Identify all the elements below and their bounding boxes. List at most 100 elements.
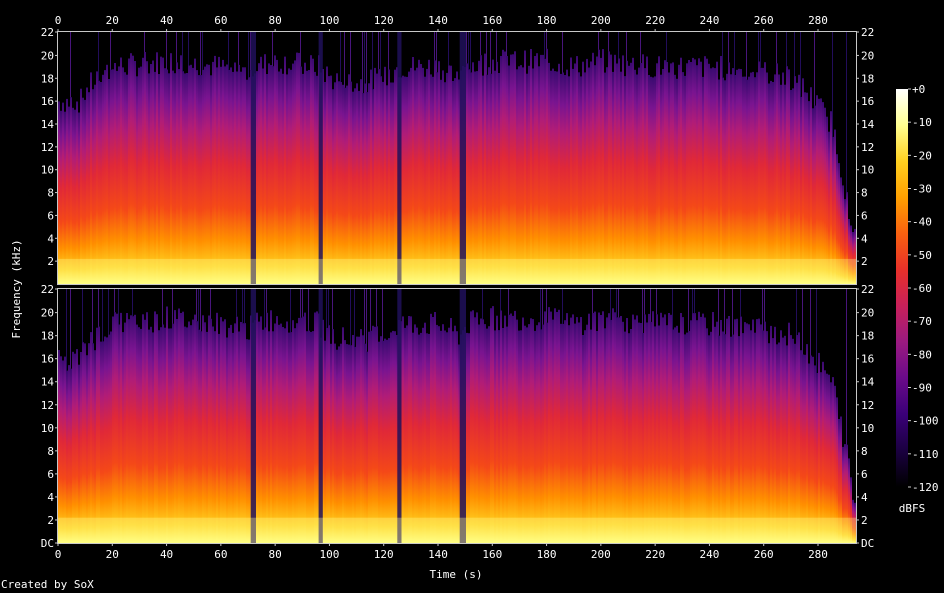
spectrum-column	[142, 57, 144, 284]
spectrum-column	[62, 360, 64, 543]
spectrum-column	[280, 323, 282, 543]
spectrum-column	[350, 81, 352, 284]
colorbar-gradient	[896, 89, 908, 487]
transient-streak	[302, 289, 303, 317]
x-tick-label: 0	[55, 14, 62, 27]
spectrum-column	[752, 319, 754, 543]
spectrum-column	[732, 68, 734, 284]
spectrum-column	[578, 322, 580, 543]
transient-streak	[200, 32, 201, 76]
spectrum-column	[760, 324, 762, 543]
spectrum-column	[614, 54, 616, 284]
spectrum-column	[558, 63, 560, 284]
spectrum-column	[172, 323, 174, 543]
transient-streak	[610, 289, 611, 320]
y-tick-label: 2	[47, 255, 54, 268]
spectrum-column	[710, 331, 712, 543]
transient-streak	[366, 32, 367, 93]
transient-streak	[370, 289, 371, 331]
spectrum-column	[522, 317, 524, 543]
spectrum-column	[586, 324, 588, 543]
spectrum-column	[798, 74, 800, 284]
spectrum-column	[192, 67, 194, 285]
spectrum-column	[392, 82, 394, 284]
spectrum-column	[580, 317, 582, 543]
spectrum-column	[84, 99, 86, 285]
spectrum-column	[70, 97, 72, 284]
spectrum-column	[788, 322, 790, 543]
spectrum-column	[688, 331, 690, 543]
spectrum-column	[148, 329, 150, 543]
transient-streak	[326, 289, 327, 328]
spectrum-column	[80, 352, 82, 543]
spectrum-column	[602, 311, 604, 543]
spectrum-column	[80, 88, 82, 284]
spectrum-column	[210, 75, 212, 284]
spectrum-column	[390, 82, 392, 284]
colorbar-tick-label: -90	[912, 382, 932, 395]
spectrum-column	[828, 131, 830, 284]
spectrum-column	[584, 72, 586, 285]
x-tick-label: 280	[808, 548, 828, 561]
quiet-gap	[397, 289, 402, 543]
spectrum-column	[596, 56, 598, 284]
spectrum-column	[648, 75, 650, 284]
transient-streak	[188, 32, 189, 66]
spectrum-column	[286, 321, 288, 543]
spectrum-column	[664, 314, 666, 543]
spectrum-column	[778, 74, 780, 284]
spectrum-column	[734, 319, 736, 543]
spectrum-column	[190, 325, 192, 543]
spectrum-column	[322, 69, 324, 284]
spectrum-column	[692, 57, 694, 285]
spectrum-column	[108, 79, 110, 284]
y-tick-label: 22	[861, 283, 874, 296]
transient-streak	[764, 289, 765, 322]
spectrum-column	[720, 56, 722, 284]
spectrum-column	[76, 349, 78, 543]
spectrum-column	[360, 329, 362, 543]
spectrum-column	[556, 312, 558, 543]
spectrum-column	[458, 344, 460, 543]
spectrum-column	[364, 343, 366, 543]
spectrum-column	[834, 129, 836, 284]
spectrum-column	[474, 71, 476, 284]
spectrum-column	[614, 312, 616, 543]
spectrum-column	[380, 76, 382, 284]
spectrum-column	[650, 76, 652, 284]
spectrum-column	[212, 61, 214, 285]
spectrum-column	[852, 499, 854, 543]
spectrum-column	[134, 314, 136, 543]
spectrum-column	[800, 96, 802, 285]
transient-streak	[486, 32, 487, 75]
spectrum-column	[692, 313, 694, 543]
x-tick-label: 60	[214, 548, 227, 561]
spectrum-column	[768, 343, 770, 543]
spectrum-column	[532, 319, 534, 543]
spectrum-column	[560, 323, 562, 543]
transient-streak	[332, 289, 333, 330]
spectrum-column	[740, 69, 742, 284]
spectrum-column	[622, 55, 624, 285]
x-tick-label: 80	[269, 14, 282, 27]
spectrum-column	[218, 333, 220, 543]
spectrum-column	[640, 63, 642, 284]
transient-streak	[786, 32, 787, 67]
spectrum-column	[626, 318, 628, 543]
spectrum-column	[172, 70, 174, 284]
spectrum-column	[704, 317, 706, 543]
spectrum-column	[132, 55, 134, 285]
transient-streak	[66, 289, 67, 371]
spectrum-column	[324, 82, 326, 284]
spectrum-column	[802, 78, 804, 284]
colorbar-tick-label: -120	[912, 481, 939, 494]
spectrum-column	[200, 331, 202, 543]
spectrum-column	[366, 351, 368, 543]
spectrum-column	[378, 69, 380, 284]
spectrum-column	[176, 319, 178, 543]
spectrum-column	[208, 64, 210, 284]
spectrum-column	[332, 89, 334, 284]
spectrum-column	[356, 83, 358, 284]
spectrum-column	[206, 64, 208, 284]
spectrum-column	[256, 312, 258, 543]
